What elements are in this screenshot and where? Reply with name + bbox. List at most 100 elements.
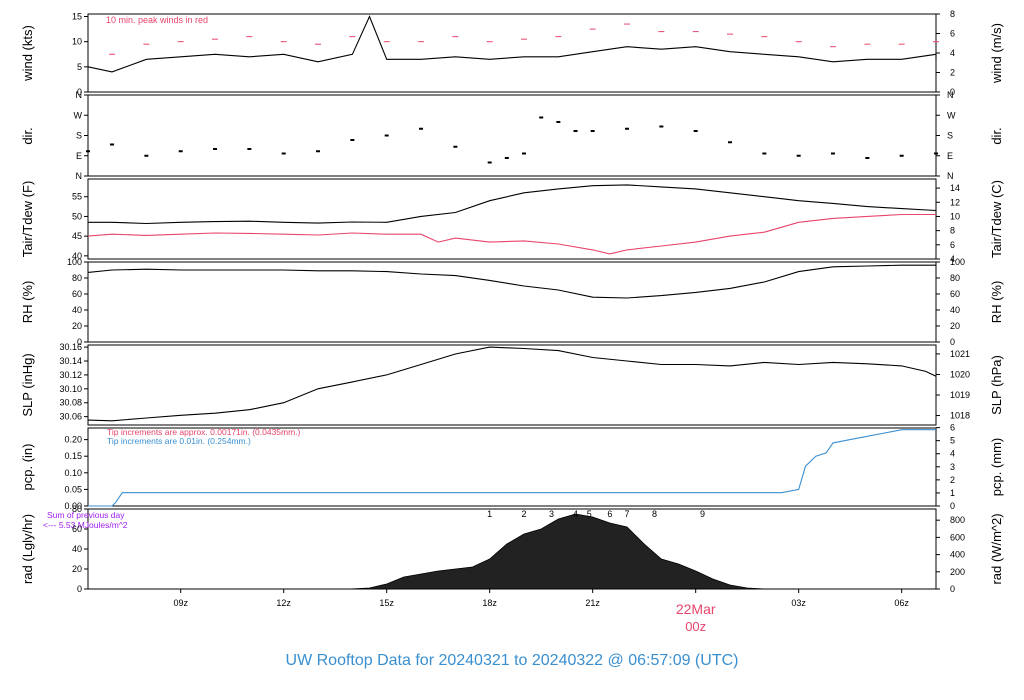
slp-line [87, 346, 937, 422]
time-tick-label: 03z [791, 598, 806, 608]
dir-point [110, 143, 115, 146]
wind-ytick-label: 10 [72, 37, 82, 47]
dir-point [693, 130, 698, 132]
dir-point [556, 121, 561, 123]
dir-point [144, 154, 149, 157]
rh-right-tick-label: 100 [950, 257, 965, 267]
wind-line [87, 15, 937, 73]
dir-ylabel-right: dir. [989, 127, 1004, 144]
dir-point [539, 116, 544, 119]
slp-right-tick-label: 1020 [950, 369, 970, 379]
time-tick-label: 21z [585, 598, 600, 608]
rh-right-tick-label: 80 [950, 273, 960, 283]
slp-ytick-label: 30.06 [59, 412, 82, 422]
wind-ytick-label: 0 [77, 87, 82, 97]
dir-right-tick-label: N [947, 171, 954, 181]
panel-temp: Tair/Tdew (F) Tair/Tdew (C) 40 45 50 55 4 6 8 1… [20, 178, 1004, 264]
rad-marker-label: 4 [573, 509, 578, 519]
temp-right-tick-label: 12 [950, 197, 960, 207]
dir-point [625, 127, 630, 130]
page-title: UW Rooftop Data for 20240321 to 20240322… [286, 652, 739, 669]
rh-ytick-label: 100 [67, 257, 82, 267]
rad-ytick-label: 40 [72, 544, 82, 554]
dir-point [213, 148, 218, 150]
dir-right-tick-label: N [947, 90, 954, 100]
dir-point [247, 148, 252, 150]
slp-ytick-label: 30.08 [59, 398, 82, 408]
slp-series: 30.06 30.08 30.10 30.12 30.14 30.16 1018 1019 10… [59, 342, 970, 422]
rad-annotation-1: Sum of previous day [47, 510, 125, 520]
dir-point [350, 139, 355, 141]
wind-annotation: 10 min. peak winds in red [106, 15, 208, 25]
dir-ylabel: dir. [20, 127, 35, 144]
dir-point [934, 152, 938, 155]
dir-point [573, 130, 578, 132]
rad-marker-label: 9 [700, 509, 705, 519]
rad-marker-label: 7 [625, 509, 630, 519]
pcp-ytick-label: 0.10 [64, 468, 82, 478]
panel-dir-frame [87, 94, 937, 177]
pcp-series: 0.00 0.05 0.10 0.15 0.20 0 1 2 3 4 5 6 [64, 423, 955, 511]
dir-point [522, 152, 527, 155]
rad-right-tick-label: 600 [950, 532, 965, 542]
pcp-ytick-label: 0.15 [64, 451, 82, 461]
dir-point [762, 152, 767, 155]
temp-right-tick-label: 8 [950, 226, 955, 236]
slp-ytick-label: 30.10 [59, 384, 82, 394]
rh-ytick-label: 20 [72, 321, 82, 331]
dir-point [86, 150, 90, 153]
rad-ytick-label: 60 [72, 524, 82, 534]
dir-ytick-label: W [74, 110, 83, 120]
temp-right-tick-label: 6 [950, 240, 955, 250]
dir-point [419, 127, 424, 130]
date-label: 22Mar [676, 601, 716, 617]
temp-ytick-label: 45 [72, 231, 82, 241]
rad-right-tick-label: 0 [950, 584, 955, 594]
dir-point [659, 125, 664, 128]
temp-right-tick-label: 4 [950, 254, 955, 264]
pcp-right-tick-label: 2 [950, 475, 955, 485]
pcp-annotation-1: Tip increments are approx. 0.00171in. (0… [107, 427, 301, 437]
wind-right-tick-label: 6 [950, 29, 955, 39]
rad-right-tick-label: 800 [950, 515, 965, 525]
time-tick-label: 12z [276, 598, 291, 608]
rad-ytick-label: 20 [72, 564, 82, 574]
panel-wind-frame [87, 13, 937, 93]
wind-ytick-label: 15 [72, 12, 82, 22]
temp-right-tick-label: 10 [950, 211, 960, 221]
panel-rad: rad (Lgly/hr) rad (W/m^2) Sum of previou… [20, 504, 1004, 594]
time-tick-label: 06z [894, 598, 909, 608]
temp-series: 40 45 50 55 4 6 8 10 12 14 [72, 183, 960, 264]
temp-line [88, 184, 937, 225]
panel-temp-frame [87, 178, 937, 260]
temp-ylabel-right: Tair/Tdew (C) [989, 180, 1004, 258]
pcp-right-tick-label: 1 [950, 488, 955, 498]
slp-right-tick-label: 1018 [950, 411, 970, 421]
pcp-right-tick-label: 3 [950, 462, 955, 472]
time-axis: 09z 12z 15z 18z 21z 03z 06z [173, 589, 909, 608]
wind-ylabel: wind (kts) [20, 25, 35, 82]
pcp-right-tick-label: 0 [950, 501, 955, 511]
rh-ytick-label: 80 [72, 273, 82, 283]
pcp-right-tick-label: 6 [950, 423, 955, 433]
dir-ytick-label: N [76, 171, 83, 181]
slp-ytick-label: 30.14 [59, 356, 82, 366]
wind-right-tick-label: 0 [950, 87, 955, 97]
rh-right-tick-label: 0 [950, 337, 955, 347]
dir-point [316, 150, 321, 153]
rad-area [348, 513, 765, 590]
rh-series: 0 20 40 60 80 100 0 20 40 60 80 100 [67, 257, 965, 347]
wind-series: 0 5 10 15 0 2 4 6 8 [72, 9, 955, 97]
dir-point [865, 157, 870, 159]
temp-right-tick-label: 14 [950, 183, 960, 193]
slp-right-tick-label: 1021 [950, 349, 970, 359]
rh-ylabel-right: RH (%) [989, 281, 1004, 324]
rad-marker-label: 3 [549, 509, 554, 519]
dir-point [281, 152, 286, 155]
dir-right-tick-label: W [947, 110, 956, 120]
wind-ylabel-right: wind (m/s) [989, 23, 1004, 84]
temp-ytick-label: 55 [72, 192, 82, 202]
dir-point [796, 154, 801, 157]
